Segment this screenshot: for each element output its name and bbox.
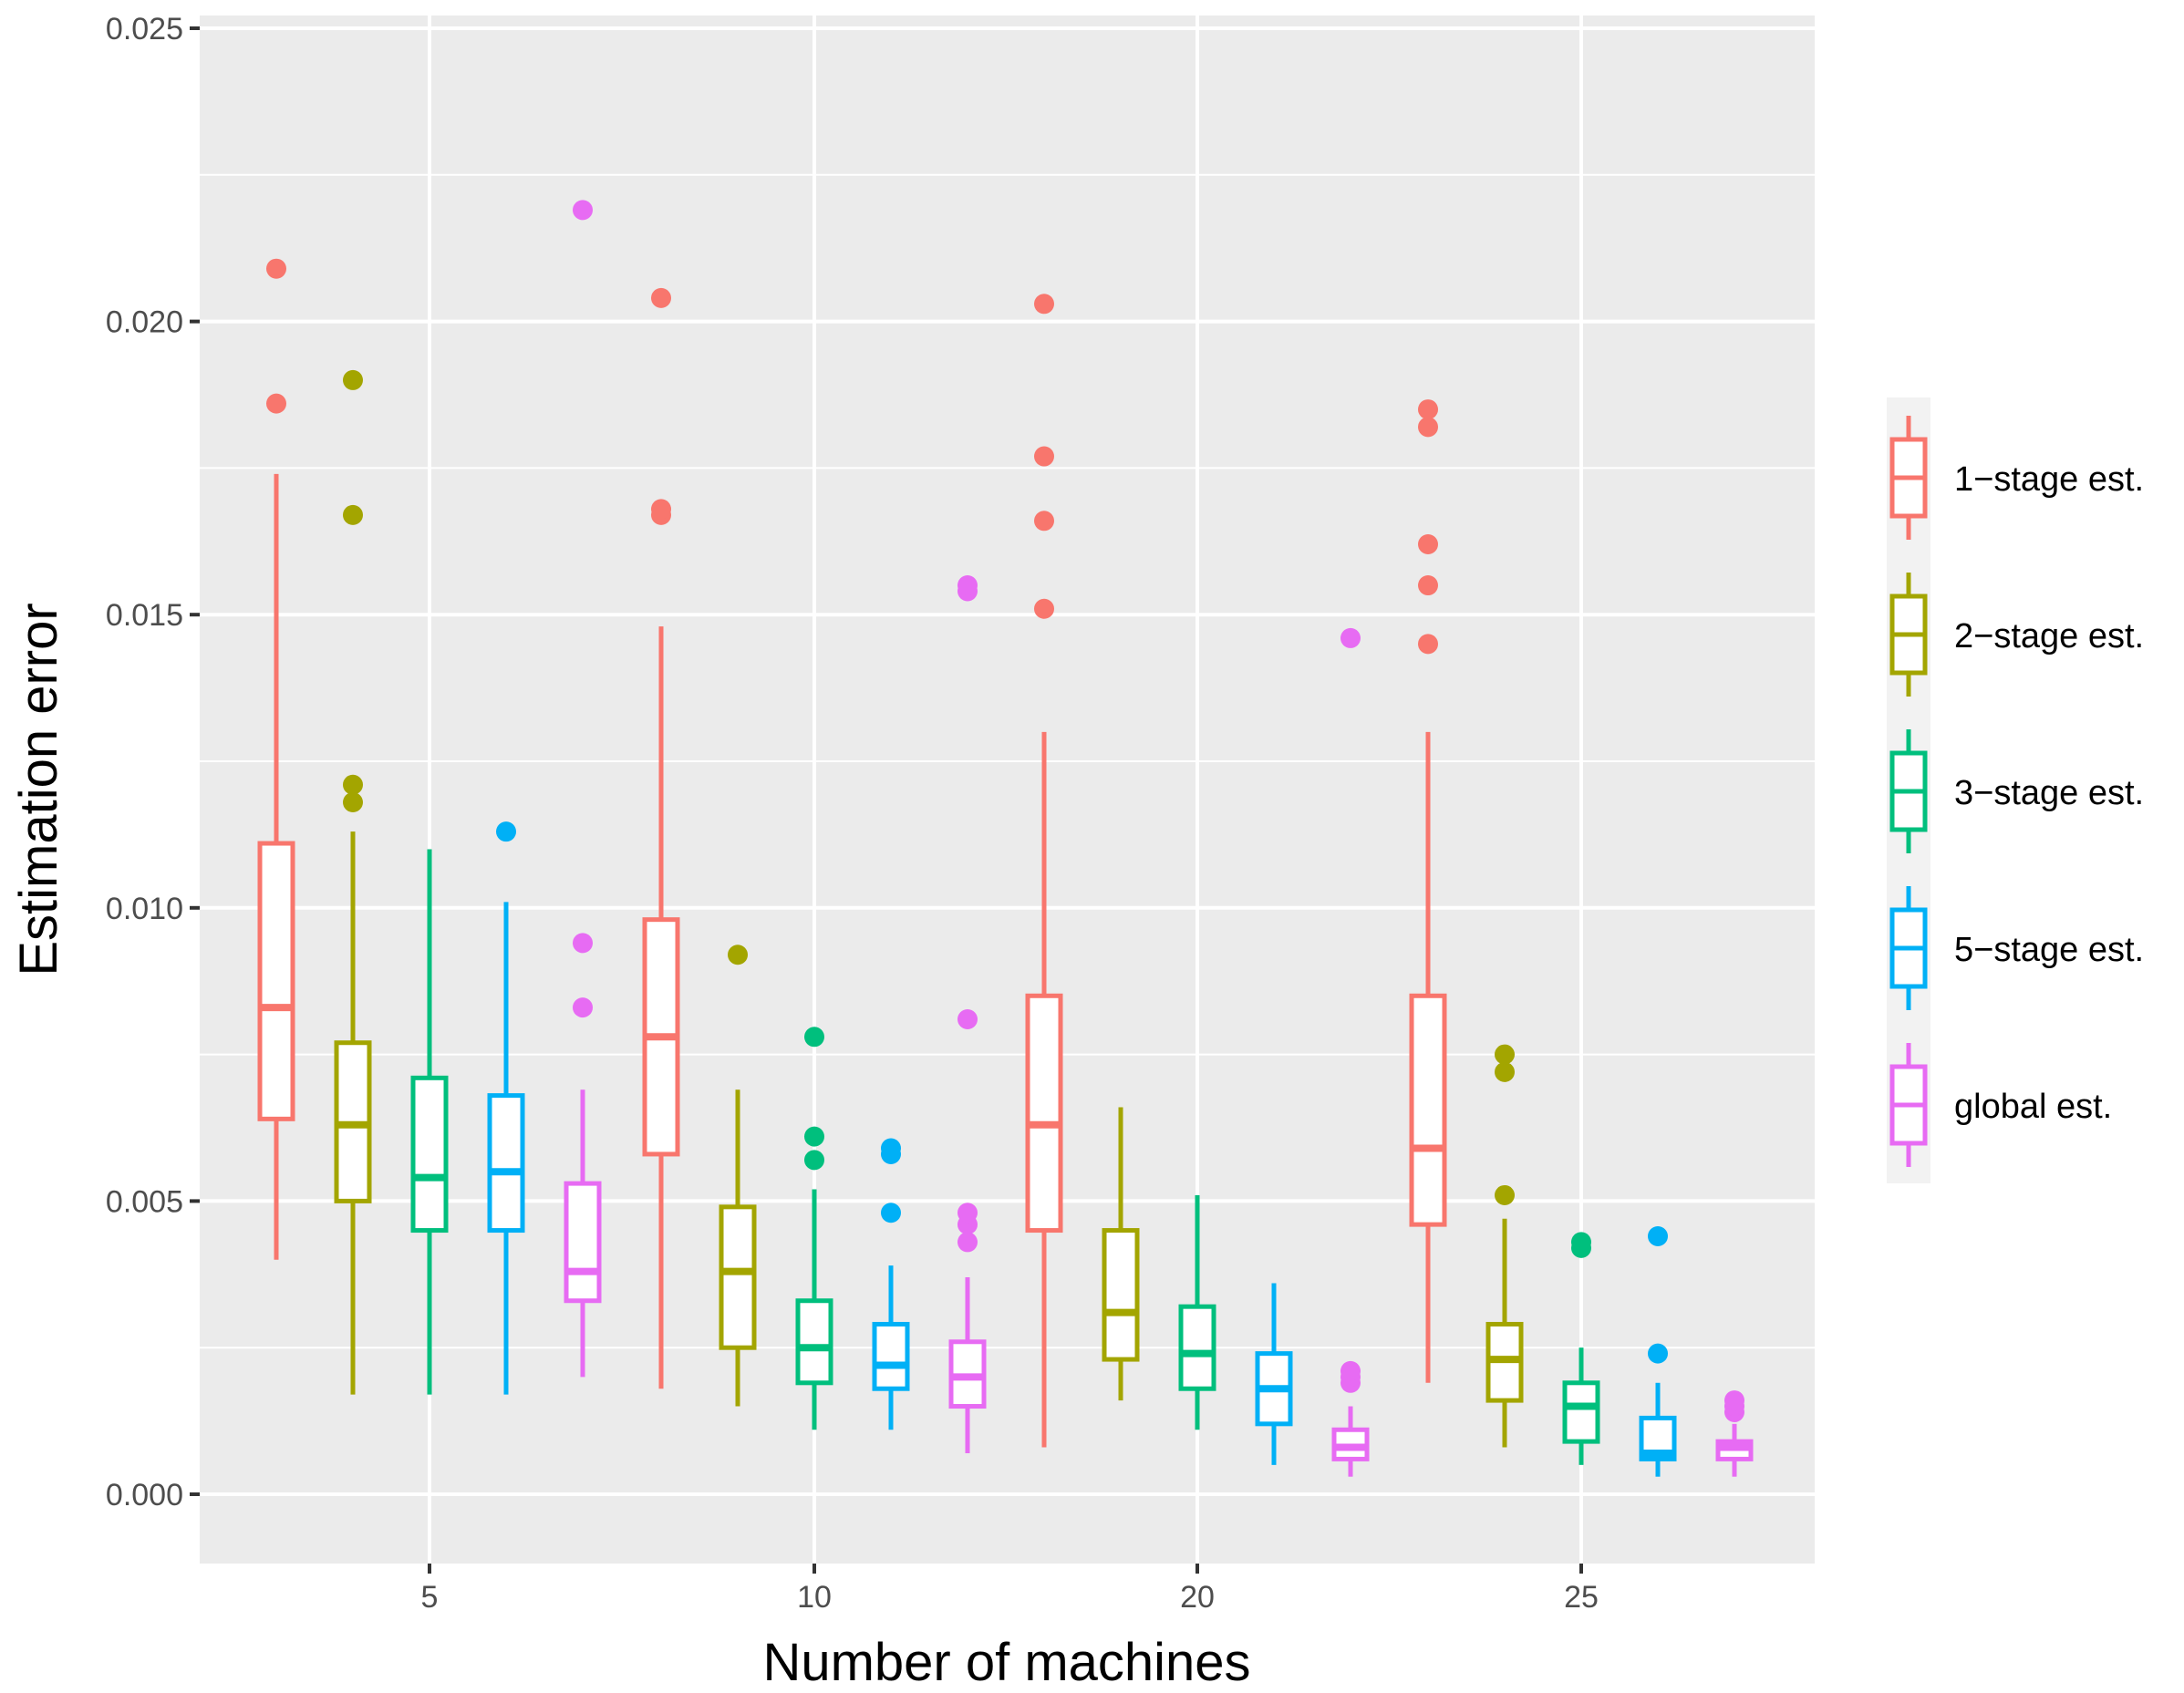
box-2-0 — [410, 849, 449, 1395]
box-4-2 — [1331, 627, 1370, 1477]
legend: 1−stage est. 2−stage est. 3−stage est. 5−st… — [1887, 397, 2144, 1183]
box-body — [719, 1204, 757, 1350]
y-tick-label: 0.000 — [106, 1478, 183, 1512]
box-2-2 — [1178, 1194, 1216, 1430]
outlier-point — [1034, 446, 1054, 467]
outlier-point — [266, 258, 286, 279]
box-4-3 — [1715, 1390, 1754, 1477]
box-2-3 — [1562, 1232, 1600, 1465]
boxes — [257, 200, 1754, 1477]
y-axis-title: Estimation error — [9, 603, 68, 976]
box-4-1 — [948, 575, 987, 1453]
box-3-1 — [872, 1138, 910, 1430]
outlier-point — [1495, 1061, 1515, 1082]
box-body — [1178, 1304, 1216, 1391]
outlier-point — [881, 1203, 901, 1223]
outlier-point — [1724, 1390, 1744, 1411]
outlier-point — [651, 287, 671, 308]
legend-label: 1−stage est. — [1954, 460, 2144, 499]
legend-label: global est. — [1954, 1088, 2112, 1126]
outlier-point — [957, 1203, 978, 1223]
outlier-point — [1418, 417, 1438, 438]
outlier-point — [1418, 575, 1438, 596]
y-tick-label: 0.005 — [106, 1184, 183, 1219]
legend-item-3: 5−stage est. — [1889, 886, 2144, 1010]
axes: 0.000 0.005 0.010 0.015 0.020 0.025 5 10 20 25 — [106, 12, 1599, 1615]
outlier-point — [573, 997, 593, 1018]
outlier-point — [1034, 598, 1054, 619]
outlier-point — [343, 774, 363, 795]
outlier-point — [804, 1126, 824, 1147]
box-1-0 — [334, 369, 372, 1395]
box-body — [795, 1298, 833, 1386]
box-body — [872, 1321, 910, 1391]
outlier-point — [957, 1009, 978, 1030]
box-1-1 — [719, 945, 757, 1407]
box-body — [410, 1075, 449, 1234]
box-1-3 — [1485, 1044, 1524, 1448]
outlier-point — [957, 1232, 978, 1253]
outlier-point — [1495, 1184, 1515, 1205]
legend-item-1: 2−stage est. — [1889, 573, 2144, 697]
outlier-point — [728, 945, 748, 965]
legend-label: 2−stage est. — [1954, 617, 2144, 656]
x-tick-label: 20 — [1180, 1580, 1215, 1615]
panel-background — [200, 15, 1815, 1564]
outlier-point — [266, 393, 286, 414]
outlier-point — [1418, 634, 1438, 655]
box-body — [1025, 993, 1063, 1234]
outlier-point — [957, 575, 978, 596]
outlier-point — [804, 1150, 824, 1171]
legend-label: 5−stage est. — [1954, 931, 2144, 969]
box-0-3 — [1409, 399, 1447, 1383]
legend-item-2: 3−stage est. — [1889, 729, 2144, 853]
box-body — [1102, 1228, 1140, 1362]
box-body — [1409, 993, 1447, 1227]
outlier-point — [1418, 534, 1438, 555]
x-tick-label: 25 — [1564, 1580, 1599, 1615]
box-2-1 — [795, 1027, 833, 1430]
x-tick-label: 5 — [421, 1580, 439, 1615]
y-tick-label: 0.025 — [106, 12, 183, 46]
box-4-0 — [564, 200, 602, 1378]
box-3-3 — [1639, 1225, 1677, 1477]
box-3-0 — [487, 821, 525, 1395]
y-tick-label: 0.010 — [106, 892, 183, 926]
y-tick-label: 0.020 — [106, 305, 183, 340]
outlier-point — [1418, 399, 1438, 420]
outlier-point — [343, 792, 363, 813]
outlier-point — [1571, 1232, 1591, 1253]
box-0-2 — [1025, 294, 1063, 1448]
outlier-point — [343, 369, 363, 390]
x-tick-label: 10 — [797, 1580, 832, 1615]
outlier-point — [1034, 511, 1054, 532]
y-tick-label: 0.015 — [106, 598, 183, 633]
box-body — [564, 1181, 602, 1304]
outlier-point — [1495, 1044, 1515, 1065]
x-axis-title: Number of machines — [762, 1633, 1250, 1692]
box-3-2 — [1255, 1283, 1293, 1465]
outlier-point — [1648, 1225, 1668, 1246]
outlier-point — [651, 499, 671, 520]
outlier-point — [1340, 627, 1361, 648]
legend-item-4: global est. — [1889, 1043, 2112, 1167]
box-body — [1562, 1380, 1600, 1444]
outlier-point — [573, 200, 593, 221]
legend-item-0: 1−stage est. — [1889, 416, 2144, 540]
outlier-point — [1034, 294, 1054, 315]
box-0-0 — [257, 258, 295, 1260]
outlier-point — [881, 1138, 901, 1159]
outlier-point — [1648, 1343, 1668, 1364]
outlier-point — [343, 504, 363, 525]
outlier-point — [1340, 1360, 1361, 1381]
box-body — [257, 841, 295, 1121]
outlier-point — [804, 1027, 824, 1048]
box-1-2 — [1102, 1107, 1140, 1401]
outlier-point — [573, 933, 593, 954]
outlier-point — [496, 821, 516, 842]
legend-label: 3−stage est. — [1954, 774, 2144, 812]
box-0-1 — [642, 287, 680, 1389]
box-body — [487, 1093, 525, 1234]
